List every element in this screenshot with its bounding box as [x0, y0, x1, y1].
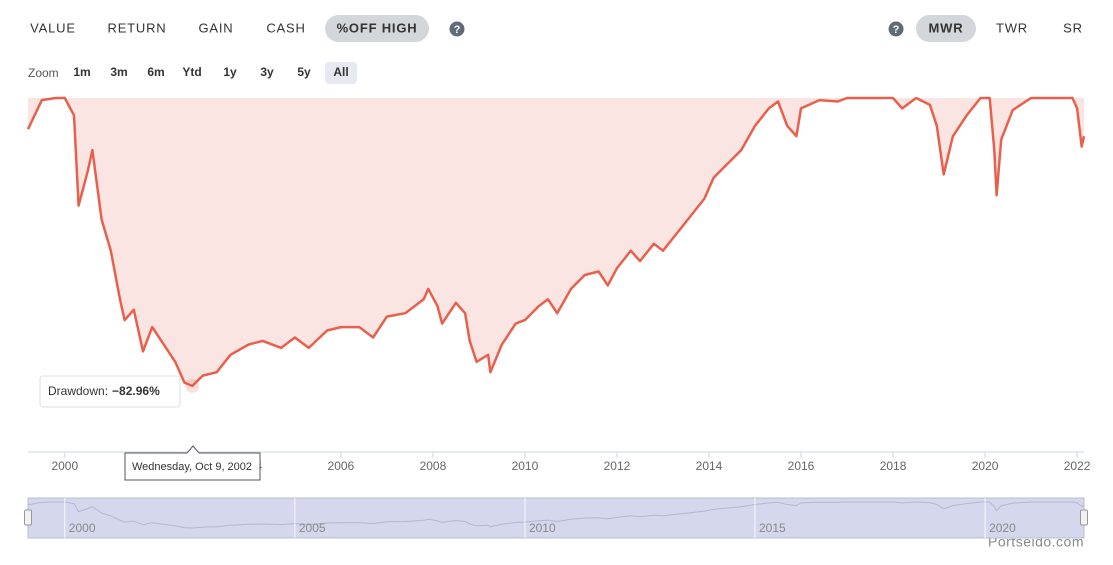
tooltip-text: Drawdown: −82.96% [48, 384, 160, 398]
tab-active-bg [325, 15, 429, 42]
right-tab[interactable]: TWR [996, 20, 1028, 35]
tab[interactable]: CASH [266, 20, 305, 35]
tab[interactable]: GAIN [199, 20, 234, 35]
tab[interactable]: %OFF HIGH [337, 20, 418, 35]
tooltip-label: Drawdown: [48, 384, 108, 398]
x-tick-label: 2006 [328, 459, 355, 473]
x-tick-label: 2018 [880, 459, 907, 473]
navigator-tick-label: 2020 [989, 521, 1016, 535]
right-tab[interactable]: SR [1063, 20, 1083, 35]
navigator-tick-label: 2005 [299, 521, 326, 535]
x-tick-label: 2022 [1064, 459, 1091, 473]
zoom-option[interactable]: 5y [297, 65, 311, 79]
navigator-handle[interactable] [1080, 509, 1088, 526]
highlight-halo [185, 378, 200, 393]
navigator-tick-label: 2000 [69, 521, 96, 535]
navigator-handle[interactable] [24, 509, 32, 526]
x-tick-label: 2010 [512, 459, 539, 473]
x-tick-label: 2020 [972, 459, 999, 473]
x-tick-label: 2000 [51, 459, 78, 473]
help-glyph: ? [454, 24, 461, 36]
tooltip-box [39, 375, 181, 408]
navigator-tick-label: 2015 [759, 521, 786, 535]
zoom-option[interactable]: 1y [223, 65, 237, 79]
zoom-option[interactable]: 3m [110, 65, 127, 79]
zoom-option[interactable]: All [333, 65, 348, 79]
date-tooltip [124, 445, 261, 481]
tab-active-bg [916, 15, 976, 42]
area-line [26, 96, 1086, 388]
right-tab[interactable]: MWR [929, 20, 964, 35]
x-tick-label: 2014 [696, 459, 723, 473]
help-icon[interactable] [888, 21, 904, 37]
help-glyph: ? [893, 24, 900, 36]
tooltip-value: −82.96% [112, 384, 160, 398]
tab[interactable]: VALUE [30, 20, 76, 35]
x-tick-label: 2016 [788, 459, 815, 473]
date-tooltip-text: Wednesday, Oct 9, 2002 [132, 461, 252, 473]
navigator-bg [27, 497, 1085, 539]
tab[interactable]: RETURN [108, 20, 167, 35]
help-icon[interactable] [449, 21, 465, 37]
zoom-active-bg [325, 62, 357, 84]
zoom-option[interactable]: 3y [260, 65, 274, 79]
zoom-option[interactable]: Ytd [182, 65, 201, 79]
zoom-label: Zoom [28, 66, 59, 80]
navigator-tick-label: 2010 [529, 521, 556, 535]
navigator-line [27, 501, 1085, 529]
area-fill [28, 98, 1084, 386]
x-tick-label: 2008 [420, 459, 447, 473]
x-tick-label: 2012 [604, 459, 631, 473]
zoom-option[interactable]: 1m [73, 65, 90, 79]
zoom-option[interactable]: 6m [147, 65, 164, 79]
